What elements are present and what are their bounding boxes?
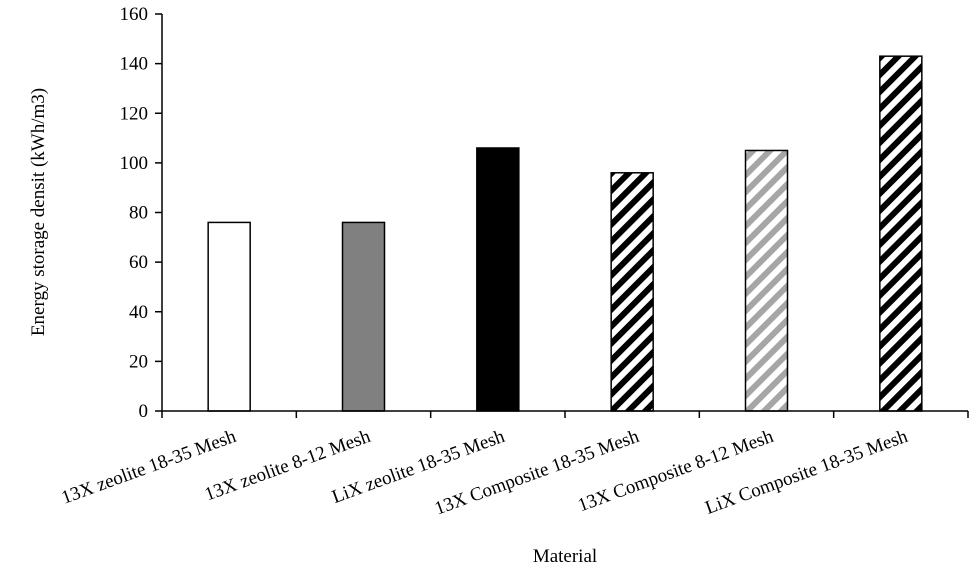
bar bbox=[879, 55, 923, 412]
y-tick-label: 20 bbox=[129, 351, 148, 372]
bar bbox=[744, 149, 789, 412]
y-tick-label: 0 bbox=[139, 401, 149, 422]
y-tick-label: 100 bbox=[120, 153, 149, 174]
y-tick-label: 160 bbox=[120, 4, 149, 25]
y-axis-ticks: 0 20 40 60 80 100 120 140 160 bbox=[120, 4, 162, 422]
bar bbox=[207, 221, 251, 412]
bar bbox=[341, 221, 386, 412]
y-axis-title: Energy storage densit (kWh/m3) bbox=[28, 88, 49, 336]
bar bbox=[476, 147, 520, 412]
y-tick-label: 140 bbox=[120, 54, 149, 75]
bars bbox=[207, 55, 923, 412]
y-tick-label: 40 bbox=[129, 302, 148, 323]
y-tick-label: 120 bbox=[120, 103, 149, 124]
bar bbox=[610, 172, 654, 412]
y-tick-label: 80 bbox=[129, 203, 148, 224]
x-axis-ticks bbox=[161, 411, 969, 418]
x-axis-title: Material bbox=[533, 546, 597, 567]
y-tick-label: 60 bbox=[129, 252, 148, 273]
